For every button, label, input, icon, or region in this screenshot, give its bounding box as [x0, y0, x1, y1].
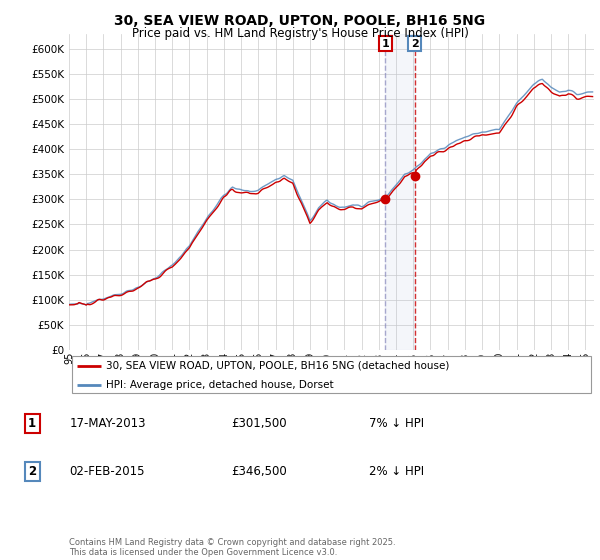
Text: 7% ↓ HPI: 7% ↓ HPI: [369, 417, 424, 430]
Text: 30, SEA VIEW ROAD, UPTON, POOLE, BH16 5NG (detached house): 30, SEA VIEW ROAD, UPTON, POOLE, BH16 5N…: [106, 361, 449, 371]
Text: Contains HM Land Registry data © Crown copyright and database right 2025.
This d: Contains HM Land Registry data © Crown c…: [69, 538, 395, 557]
Text: £301,500: £301,500: [231, 417, 287, 430]
Text: Price paid vs. HM Land Registry's House Price Index (HPI): Price paid vs. HM Land Registry's House …: [131, 27, 469, 40]
Text: HPI: Average price, detached house, Dorset: HPI: Average price, detached house, Dors…: [106, 380, 334, 390]
Text: 1: 1: [382, 39, 389, 49]
Text: 2: 2: [28, 465, 36, 478]
Text: 1: 1: [28, 417, 36, 430]
Text: 30, SEA VIEW ROAD, UPTON, POOLE, BH16 5NG: 30, SEA VIEW ROAD, UPTON, POOLE, BH16 5N…: [115, 14, 485, 28]
Text: 02-FEB-2015: 02-FEB-2015: [70, 465, 145, 478]
Bar: [385, 34, 415, 350]
Text: 2: 2: [411, 39, 419, 49]
FancyBboxPatch shape: [71, 357, 592, 393]
Text: 17-MAY-2013: 17-MAY-2013: [70, 417, 146, 430]
Text: 2% ↓ HPI: 2% ↓ HPI: [369, 465, 424, 478]
Text: £346,500: £346,500: [231, 465, 287, 478]
